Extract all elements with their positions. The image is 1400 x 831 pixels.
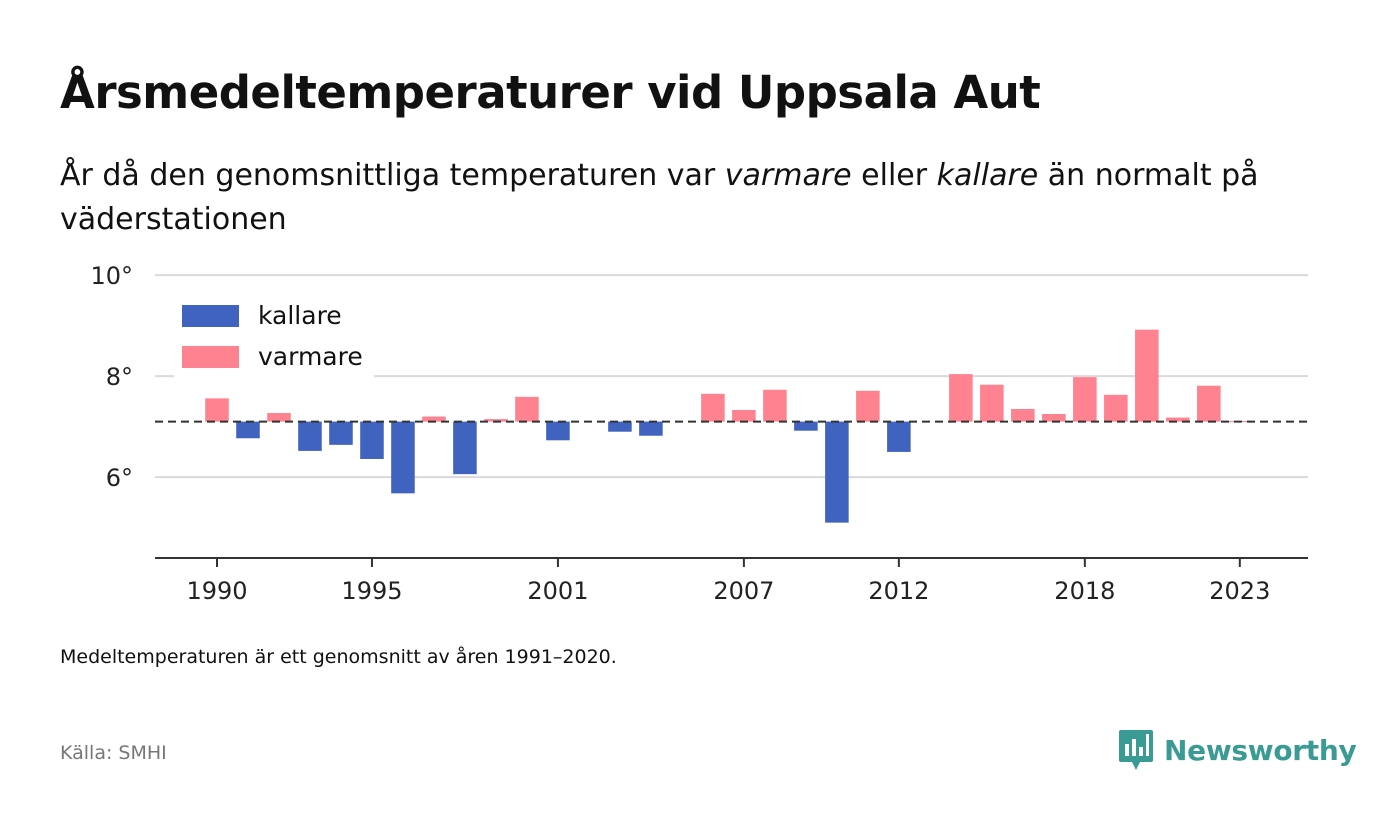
- bars: [205, 329, 1252, 523]
- legend-label-kallare: kallare: [258, 301, 342, 330]
- legend-swatch-varmare: [182, 346, 239, 368]
- legend-swatch-kallare: [182, 305, 239, 327]
- bar-2020: [1135, 329, 1159, 422]
- brand-name: Newsworthy: [1164, 733, 1357, 767]
- bar-2015: [980, 384, 1004, 422]
- bar-1991: [236, 421, 260, 439]
- bar-chart-speech-bubble-icon: [1119, 730, 1153, 770]
- x-tick-label: 1995: [341, 577, 402, 605]
- bar-2011: [856, 390, 880, 422]
- bar-1998: [453, 421, 477, 475]
- y-tick-label: 10°: [90, 262, 133, 290]
- bar-2018: [1073, 377, 1097, 422]
- bar-1997: [422, 416, 446, 422]
- subtitle-warm-word: varmare: [724, 158, 852, 193]
- y-axis-labels: 6° 8° 10°: [90, 262, 133, 492]
- bar-2001: [546, 421, 570, 441]
- bar-1992: [267, 413, 291, 422]
- source-label: Källa: SMHI: [60, 742, 167, 764]
- bar-2021: [1166, 417, 1190, 422]
- bar-2007: [732, 409, 756, 422]
- bar-2019: [1104, 394, 1128, 422]
- bar-1996: [391, 421, 415, 494]
- chart-title: Årsmedeltemperaturer vid Uppsala Aut: [60, 66, 1041, 119]
- subtitle-text-2: eller: [851, 158, 937, 193]
- bar-2022: [1197, 385, 1221, 422]
- bar-1995: [360, 421, 384, 459]
- bar-2004: [639, 421, 663, 436]
- legend-label-varmare: varmare: [258, 342, 363, 371]
- newsworthy-logo[interactable]: Newsworthy: [1118, 728, 1357, 772]
- bar-1994: [329, 421, 353, 445]
- bar-2010: [825, 421, 849, 523]
- bar-2003: [608, 421, 632, 432]
- legend: kallare varmare: [174, 298, 374, 382]
- x-tick-label: 2018: [1054, 577, 1115, 605]
- bar-2000: [515, 396, 539, 422]
- chart-subtitle: År då den genomsnittliga temperaturen va…: [60, 154, 1330, 242]
- bar-2014: [949, 374, 973, 422]
- y-tick-label: 8°: [106, 363, 133, 391]
- x-tick-label: 2023: [1209, 577, 1270, 605]
- x-tick-label: 2007: [713, 577, 774, 605]
- bar-2008: [763, 389, 787, 422]
- footnote: Medeltemperaturen är ett genomsnitt av å…: [60, 646, 617, 668]
- subtitle-text-1: År då den genomsnittliga temperaturen va…: [60, 158, 725, 193]
- x-axis: 1990 1995 2001 2007 2012 2018 2023: [155, 557, 1308, 605]
- x-tick-label: 2001: [527, 577, 588, 605]
- bar-2006: [701, 393, 725, 422]
- bar-1999: [484, 419, 508, 422]
- x-tick-label: 1990: [186, 577, 247, 605]
- bar-2012: [887, 421, 911, 452]
- bar-1990: [205, 398, 229, 422]
- bar-2009: [794, 421, 818, 431]
- bar-1993: [298, 421, 322, 451]
- x-tick-label: 2012: [868, 577, 929, 605]
- subtitle-cold-word: kallare: [936, 158, 1039, 193]
- bar-2016: [1011, 408, 1035, 422]
- subtitle-text-3: än normalt på väderstationen: [60, 158, 1259, 237]
- y-tick-label: 6°: [106, 464, 133, 492]
- bar-2017: [1042, 414, 1066, 422]
